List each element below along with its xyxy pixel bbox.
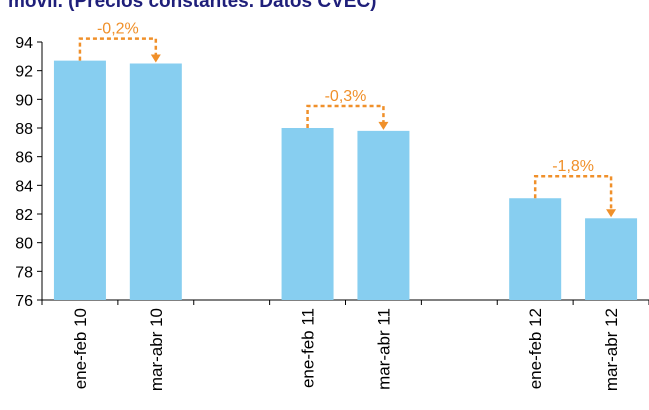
annotation-label: -0,3% <box>325 88 367 105</box>
bar <box>509 198 562 300</box>
y-tick-label: 94 <box>15 35 33 52</box>
y-tick-label: 82 <box>15 207 33 224</box>
bar <box>129 63 182 300</box>
x-category-label: mar-abr 10 <box>147 308 166 391</box>
annotation-label: -1,8% <box>552 158 594 175</box>
annotation-arrowhead <box>378 121 389 130</box>
y-tick-label: 88 <box>15 121 33 138</box>
x-category-label: ene-feb 12 <box>526 308 545 389</box>
y-tick-label: 90 <box>15 92 33 109</box>
annotation-arrowhead <box>606 209 617 218</box>
y-tick-label: 86 <box>15 150 33 167</box>
x-category-label: mar-abr 11 <box>374 308 393 390</box>
chart-title: móvil. (Precios constantes. Datos CVEC) <box>8 0 377 12</box>
annotation-bracket <box>78 37 158 61</box>
y-tick-label: 78 <box>15 264 33 281</box>
annotation-label: -0,2% <box>97 21 139 38</box>
x-category-label: ene-feb 11 <box>299 308 318 388</box>
annotation-bracket <box>533 174 613 212</box>
annotation-arrowhead <box>150 54 161 63</box>
bar <box>357 130 410 300</box>
bar <box>53 60 106 301</box>
bar <box>585 218 638 300</box>
x-category-label: mar-abr 12 <box>602 308 621 391</box>
y-tick-label: 76 <box>15 293 33 310</box>
y-tick-label: 92 <box>15 64 33 81</box>
x-category-label: ene-feb 10 <box>71 308 90 389</box>
annotation-bracket <box>306 104 385 128</box>
y-tick-label: 84 <box>15 178 33 195</box>
bar <box>281 128 334 300</box>
y-tick-label: 80 <box>15 236 33 253</box>
